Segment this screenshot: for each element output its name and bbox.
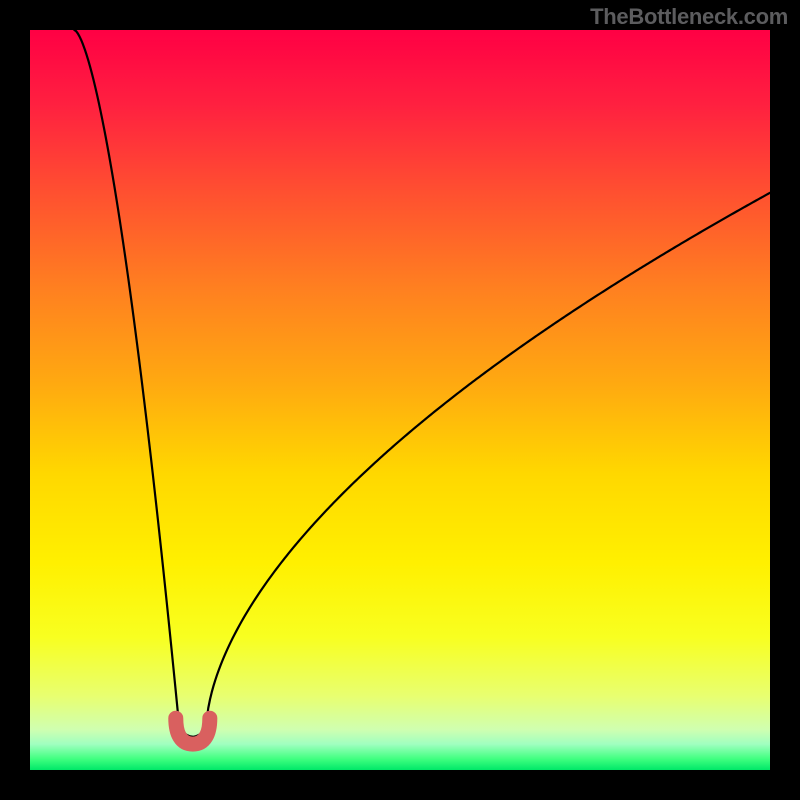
chart-plot-area [30, 30, 770, 770]
curve-path [74, 30, 770, 737]
crossover-u-marker [176, 718, 210, 744]
watermark-text: TheBottleneck.com [590, 4, 788, 30]
bottleneck-curve [30, 30, 770, 770]
